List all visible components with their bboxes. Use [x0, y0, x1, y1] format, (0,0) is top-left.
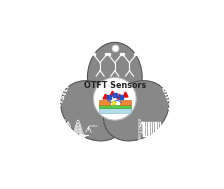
- Text: conc.: conc.: [89, 124, 100, 128]
- FancyBboxPatch shape: [99, 105, 131, 108]
- FancyBboxPatch shape: [120, 100, 131, 105]
- Text: input: input: [72, 139, 84, 143]
- Text: response: response: [63, 117, 68, 139]
- Ellipse shape: [87, 42, 142, 112]
- FancyBboxPatch shape: [99, 100, 110, 105]
- Ellipse shape: [103, 81, 169, 141]
- Text: OTFT Sensors: OTFT Sensors: [84, 81, 146, 90]
- Text: Specificity: Specificity: [108, 30, 162, 55]
- Text: time: time: [146, 139, 157, 143]
- Text: Sensitivity: Sensitivity: [50, 64, 79, 118]
- Ellipse shape: [61, 81, 126, 141]
- Text: Stability: Stability: [153, 69, 177, 112]
- Circle shape: [93, 77, 136, 120]
- FancyBboxPatch shape: [99, 108, 131, 113]
- Text: response: response: [137, 117, 142, 139]
